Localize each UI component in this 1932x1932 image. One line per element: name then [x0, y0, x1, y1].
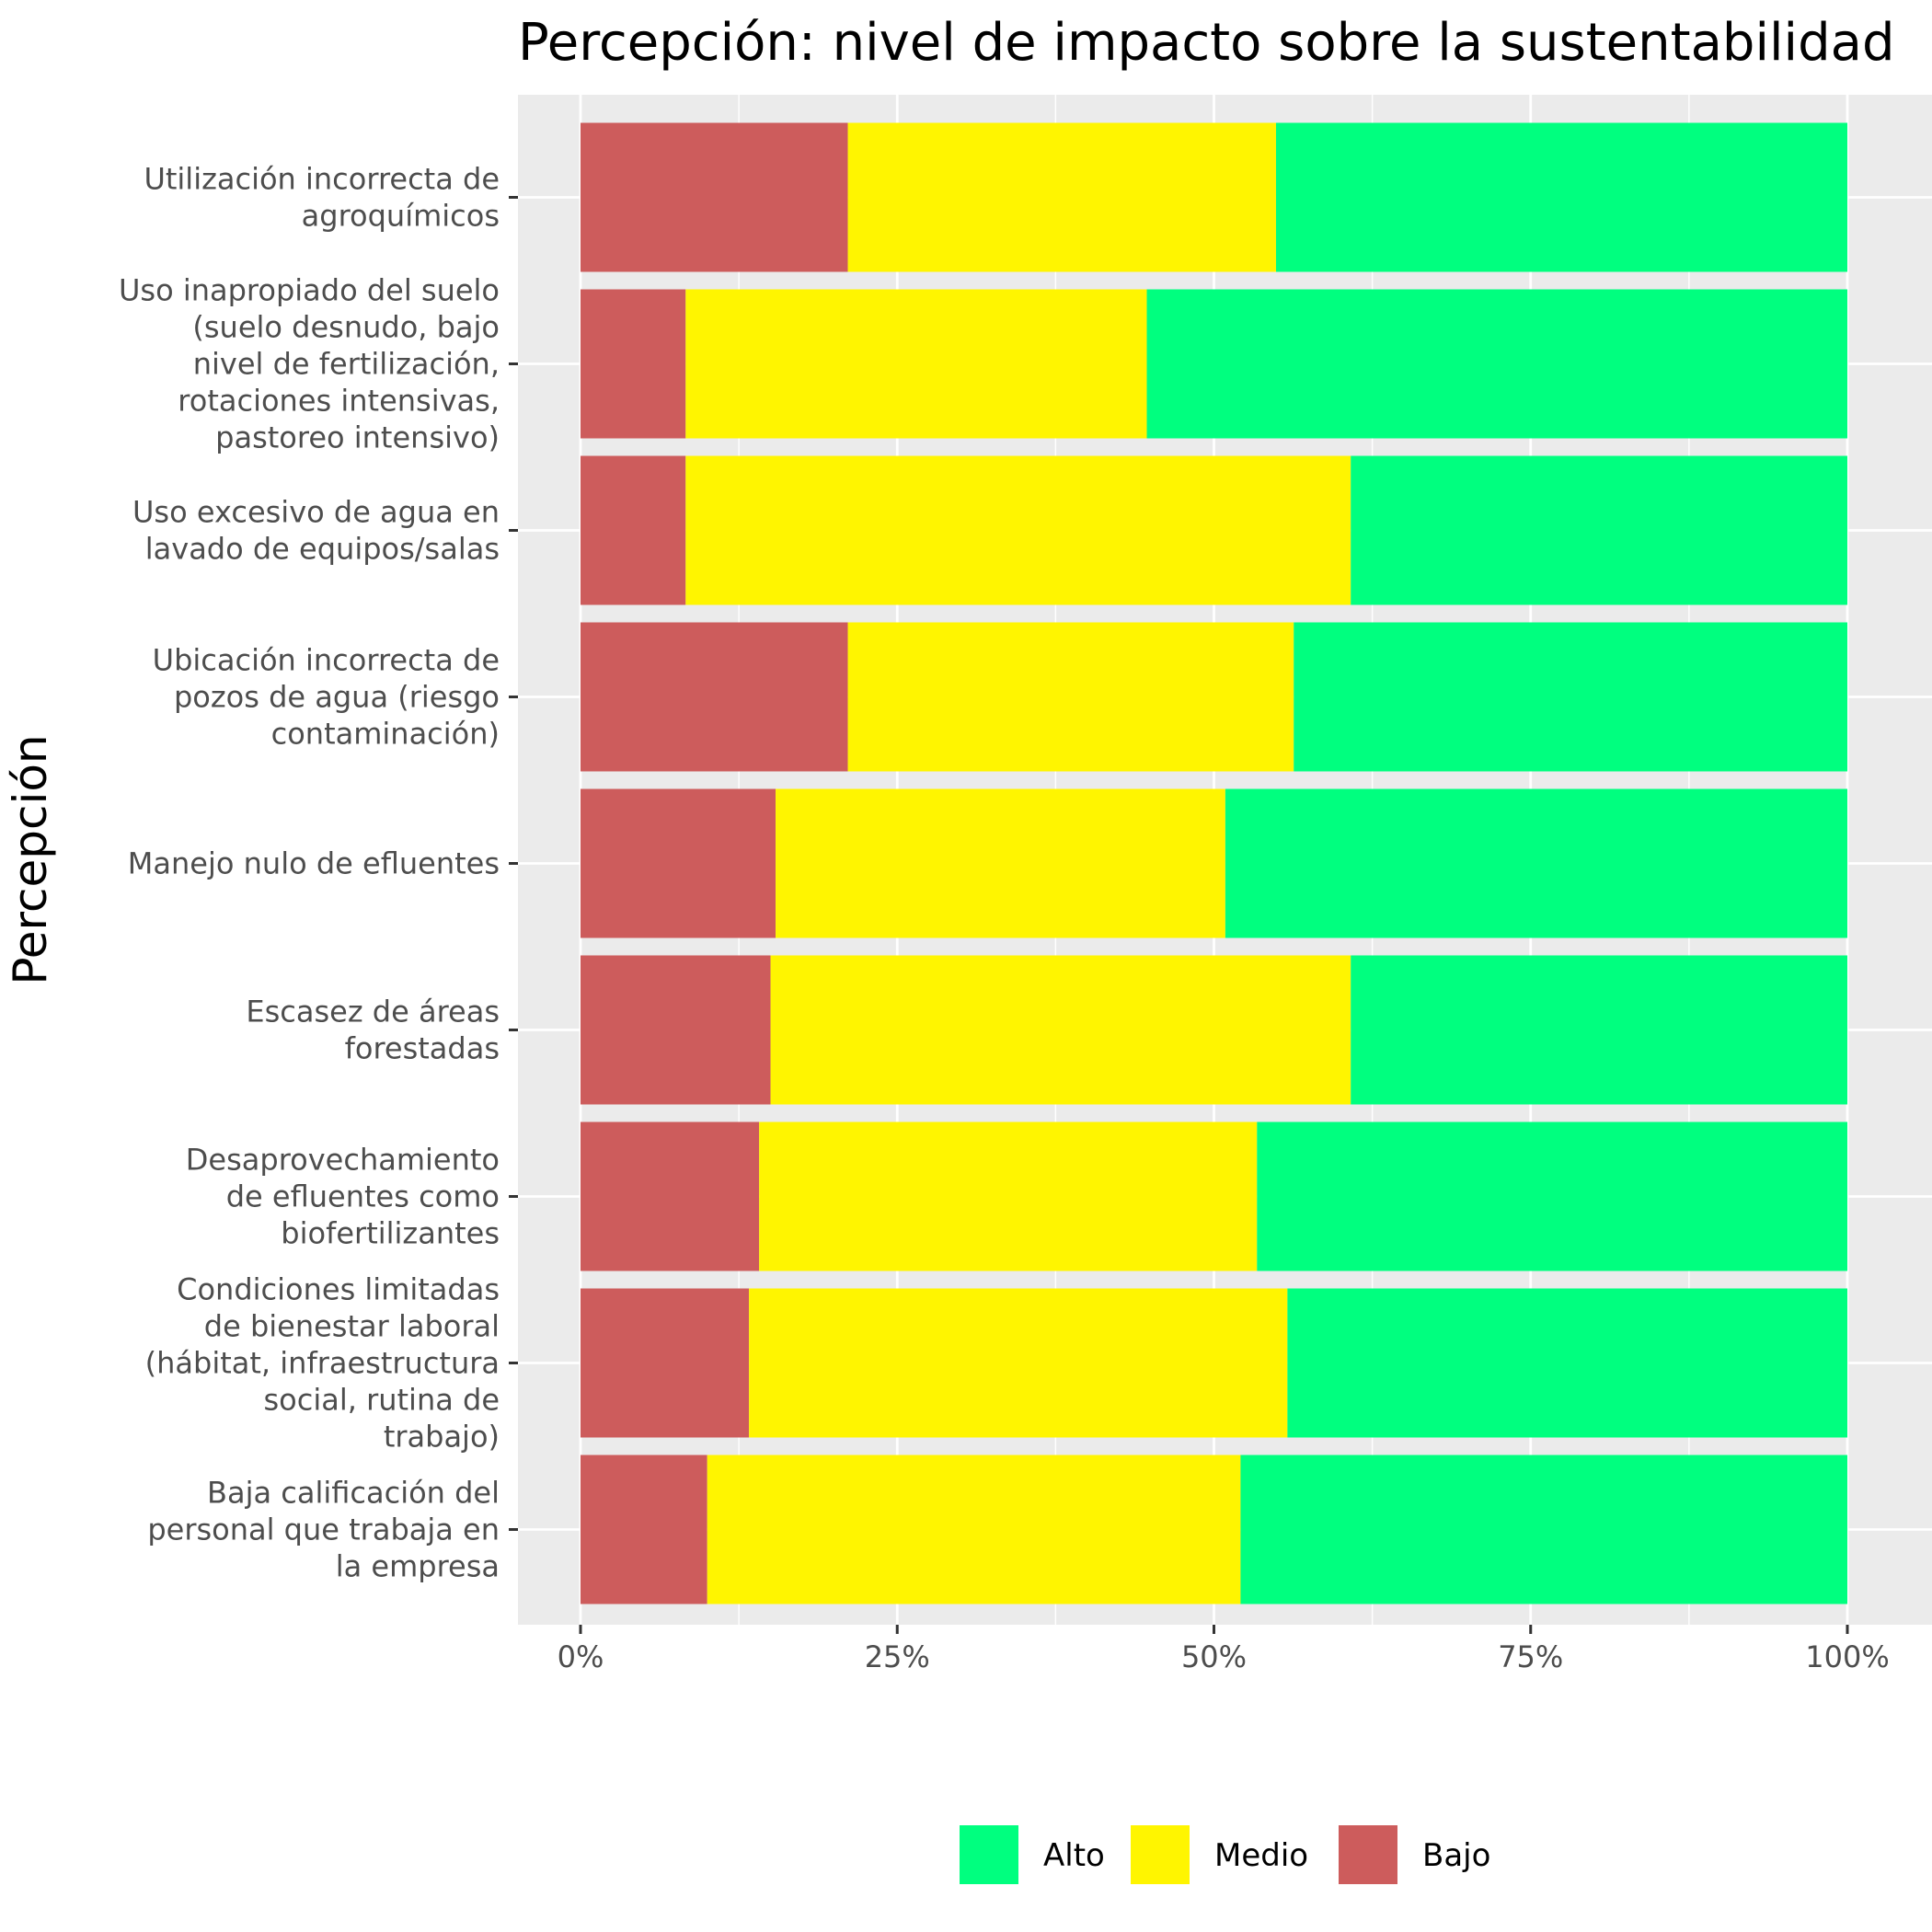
bar-segment-medio	[770, 955, 1351, 1105]
bar-segment-alto	[1351, 455, 1847, 605]
x-tick-label: 100%	[1805, 1639, 1889, 1674]
y-tick-label-line: Manejo nulo de efluentes	[128, 846, 500, 881]
x-tick-label: 75%	[1498, 1639, 1563, 1674]
bar-segment-bajo	[581, 289, 686, 439]
legend-key-alto	[958, 1823, 1020, 1886]
y-tick-label-line: la empresa	[336, 1549, 500, 1584]
bar-segment-alto	[1225, 788, 1847, 938]
x-tick-label: 50%	[1181, 1639, 1247, 1674]
y-tick-label: Ubicación incorrecta de pozos de agua (ri…	[153, 643, 500, 752]
y-tick-label-line: de efluentes como	[226, 1179, 500, 1214]
y-tick-label-line: Ubicación incorrecta de	[153, 643, 500, 678]
bar-segment-bajo	[581, 1455, 707, 1604]
y-tick-label-line: Condiciones limitadas	[177, 1272, 500, 1307]
y-tick-label-line: de bienestar laboral	[204, 1309, 500, 1344]
bar-segment-bajo	[581, 122, 848, 272]
y-axis-title: Percepción	[4, 734, 57, 984]
bar-segment-medio	[776, 788, 1225, 938]
bar-segment-medio	[707, 1455, 1241, 1604]
bar-segment-medio	[685, 289, 1147, 439]
y-tick-label: Escasez de áreas forestadas	[246, 995, 500, 1066]
y-tick-label-line: contaminación)	[271, 717, 500, 752]
bar-segment-medio	[685, 455, 1351, 605]
bar-segment-bajo	[581, 455, 686, 605]
legend: Alto Medio Bajo	[958, 1823, 1490, 1886]
bar-segment-bajo	[581, 1121, 760, 1271]
bar-segment-bajo	[581, 622, 848, 772]
y-tick-label-line: lavado de equipos/salas	[145, 532, 500, 567]
y-tick-label: Uso inapropiado del suelo (suelo desnudo,…	[119, 273, 500, 455]
chart-title: Percepción: nivel de impacto sobre la su…	[518, 13, 1895, 73]
bar-segment-bajo	[581, 955, 771, 1105]
bar-segment-medio	[749, 1288, 1288, 1438]
y-tick-label-line: rotaciones intensivas,	[178, 384, 500, 419]
bars	[581, 122, 1847, 1604]
y-tick-label-line: Utilización incorrecta de	[144, 162, 500, 197]
bar-segment-medio	[847, 122, 1276, 272]
y-tick-label-line: Desaprovechamiento	[186, 1143, 500, 1178]
bar-segment-alto	[1146, 289, 1847, 439]
legend-key-bajo	[1337, 1823, 1399, 1886]
y-tick-label-line: (suelo desnudo, bajo	[192, 310, 500, 345]
legend-key-medio	[1129, 1823, 1191, 1886]
y-tick-label: Manejo nulo de efluentes	[128, 846, 500, 881]
y-tick-label-line: Baja calificación del	[207, 1476, 500, 1511]
y-tick-label: Desaprovechamiento de efluentes como biofe…	[186, 1143, 500, 1251]
y-tick-label: Uso excesivo de agua en lavado de equipos…	[132, 495, 500, 567]
y-tick-label-line: pozos de agua (riesgo	[174, 680, 500, 715]
x-tick-label: 0%	[558, 1639, 604, 1674]
bar-segment-alto	[1287, 1288, 1847, 1438]
legend-label-alto: Alto	[1043, 1837, 1105, 1874]
y-tick-label-line: (hábitat, infraestructura	[145, 1346, 500, 1381]
bar-segment-alto	[1257, 1121, 1847, 1271]
y-tick-label-line: Escasez de áreas	[246, 995, 500, 1029]
bar-segment-alto	[1275, 122, 1847, 272]
bar-segment-bajo	[581, 788, 776, 938]
y-tick-label-line: personal que trabaja en	[147, 1512, 500, 1547]
bar-segment-alto	[1294, 622, 1847, 772]
y-tick-label: Baja calificación del personal que trabaj…	[147, 1476, 500, 1584]
y-tick-label-line: agroquímicos	[302, 199, 500, 234]
y-tick-label-line: forestadas	[345, 1031, 500, 1066]
bar-segment-bajo	[581, 1288, 750, 1438]
y-tick-label: Condiciones limitadas de bienestar labora…	[145, 1272, 500, 1455]
y-tick-label-line: pastoreo intensivo)	[215, 420, 500, 455]
x-axis: 0% 25% 50% 75% 100%	[558, 1625, 1890, 1674]
bar-segment-alto	[1240, 1455, 1847, 1604]
y-tick-label: Utilización incorrecta de agroquímicos	[144, 162, 500, 234]
legend-label-bajo: Bajo	[1422, 1837, 1490, 1874]
bar-segment-medio	[847, 622, 1294, 772]
legend-label-medio: Medio	[1214, 1837, 1308, 1874]
y-tick-label-line: biofertilizantes	[281, 1216, 500, 1251]
y-tick-label-line: Uso excesivo de agua en	[132, 495, 500, 530]
y-tick-label-line: nivel de fertilización,	[193, 347, 500, 382]
y-tick-label-line: social, rutina de	[263, 1383, 500, 1418]
y-tick-label-line: Uso inapropiado del suelo	[119, 273, 500, 308]
bar-segment-medio	[759, 1121, 1258, 1271]
bar-segment-alto	[1351, 955, 1847, 1105]
x-tick-label: 25%	[865, 1639, 930, 1674]
y-tick-label-line: trabajo)	[384, 1420, 500, 1455]
y-axis: Utilización incorrecta de agroquímicos Uso…	[119, 162, 518, 1584]
